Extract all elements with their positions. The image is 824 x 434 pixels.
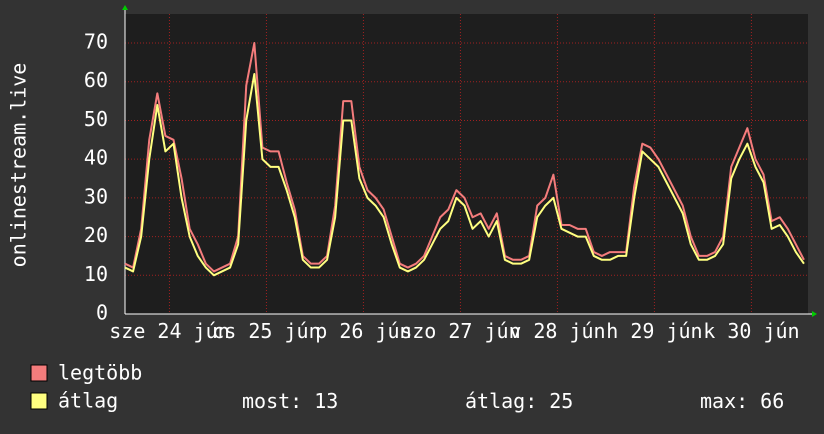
stat-label: max: xyxy=(700,389,748,413)
stat-label: átlag: xyxy=(465,389,537,413)
y-tick-label: 20 xyxy=(84,223,108,247)
plot-area xyxy=(125,14,808,314)
x-tick-label: szo 27 jún xyxy=(400,319,520,343)
legend-stat: max: 66 xyxy=(700,389,784,413)
x-tick-label: k 30 jún xyxy=(703,319,799,343)
legend-stat: átlag: 25 xyxy=(465,389,573,413)
stat-value: 25 xyxy=(549,389,573,413)
y-tick-label: 30 xyxy=(84,184,108,208)
y-axis-title: onlinestream.live xyxy=(7,63,31,268)
y-tick-label: 50 xyxy=(84,107,108,131)
x-tick-label: cs 25 jún xyxy=(212,319,320,343)
x-tick-label: sze 24 jún xyxy=(109,319,229,343)
stat-value: 66 xyxy=(760,389,784,413)
y-tick-label: 10 xyxy=(84,262,108,286)
axis-arrow xyxy=(122,5,128,10)
x-tick-label: v 28 jún xyxy=(509,319,605,343)
series-line xyxy=(124,73,805,277)
y-tick-label: 0 xyxy=(96,301,108,325)
legend-stat: most: 13 xyxy=(242,389,338,413)
legend-swatch xyxy=(30,392,48,410)
legend-label: legtöbb xyxy=(58,361,142,385)
x-tick-label: h 29 jún xyxy=(606,319,702,343)
x-tick-label: p 26 jún xyxy=(315,319,411,343)
legend-swatch xyxy=(30,364,48,382)
axis-arrow xyxy=(812,311,817,317)
y-tick-label: 60 xyxy=(84,68,108,92)
legend-label: átlag xyxy=(58,389,118,413)
stat-label: most: xyxy=(242,389,302,413)
y-tick-label: 40 xyxy=(84,146,108,170)
y-tick-label: 70 xyxy=(84,30,108,54)
stat-value: 13 xyxy=(314,389,338,413)
